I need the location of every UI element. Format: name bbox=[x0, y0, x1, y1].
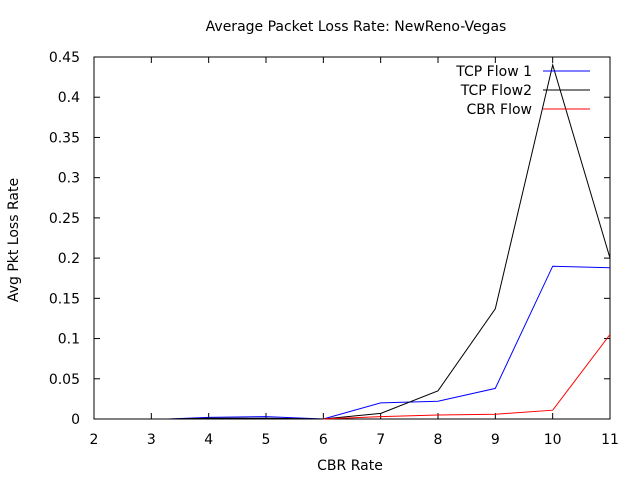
x-tick-label: 9 bbox=[491, 432, 500, 448]
y-tick-label: 0.15 bbox=[49, 291, 80, 307]
y-tick-label: 0.4 bbox=[58, 90, 80, 106]
x-tick-label: 6 bbox=[319, 432, 328, 448]
x-tick-label: 4 bbox=[204, 432, 213, 448]
y-tick-label: 0.2 bbox=[58, 251, 80, 267]
y-axis-label: Avg Pkt Loss Rate bbox=[6, 178, 22, 302]
series-line-3 bbox=[323, 334, 611, 420]
legend-label: TCP Flow2 bbox=[460, 83, 532, 99]
x-axis-label: CBR Rate bbox=[317, 458, 383, 474]
x-tick-label: 2 bbox=[90, 432, 99, 448]
legend: TCP Flow 1 TCP Flow2 CBR Flow bbox=[455, 64, 590, 118]
chart-title: Average Packet Loss Rate: NewReno-Vegas bbox=[206, 19, 507, 35]
series-line-1 bbox=[168, 265, 611, 420]
y-tick-label: 0.45 bbox=[49, 50, 80, 66]
x-tick-label: 3 bbox=[147, 432, 156, 448]
plot-frame bbox=[93, 56, 611, 420]
y-tick-label: 0.1 bbox=[58, 332, 80, 348]
legend-label: TCP Flow 1 bbox=[455, 64, 532, 80]
y-tick-label: 0.05 bbox=[49, 372, 80, 388]
x-tick-label: 11 bbox=[601, 432, 619, 448]
y-axis: 0 0.05 0.1 0.15 0.2 0.25 0.3 0.35 0.4 0.45 bbox=[49, 50, 610, 428]
y-tick-label: 0 bbox=[71, 412, 80, 428]
series-line-2 bbox=[168, 63, 611, 420]
x-axis: 2 3 4 5 6 7 8 9 10 11 bbox=[90, 57, 619, 448]
series-group bbox=[168, 63, 611, 420]
x-tick-label: 10 bbox=[544, 432, 562, 448]
y-tick-label: 0.25 bbox=[49, 211, 80, 227]
y-tick-label: 0.3 bbox=[58, 171, 80, 187]
x-tick-label: 8 bbox=[434, 432, 443, 448]
y-tick-label: 0.35 bbox=[49, 130, 80, 146]
x-tick-label: 5 bbox=[262, 432, 271, 448]
legend-label: CBR Flow bbox=[466, 102, 532, 118]
x-tick-label: 7 bbox=[376, 432, 385, 448]
